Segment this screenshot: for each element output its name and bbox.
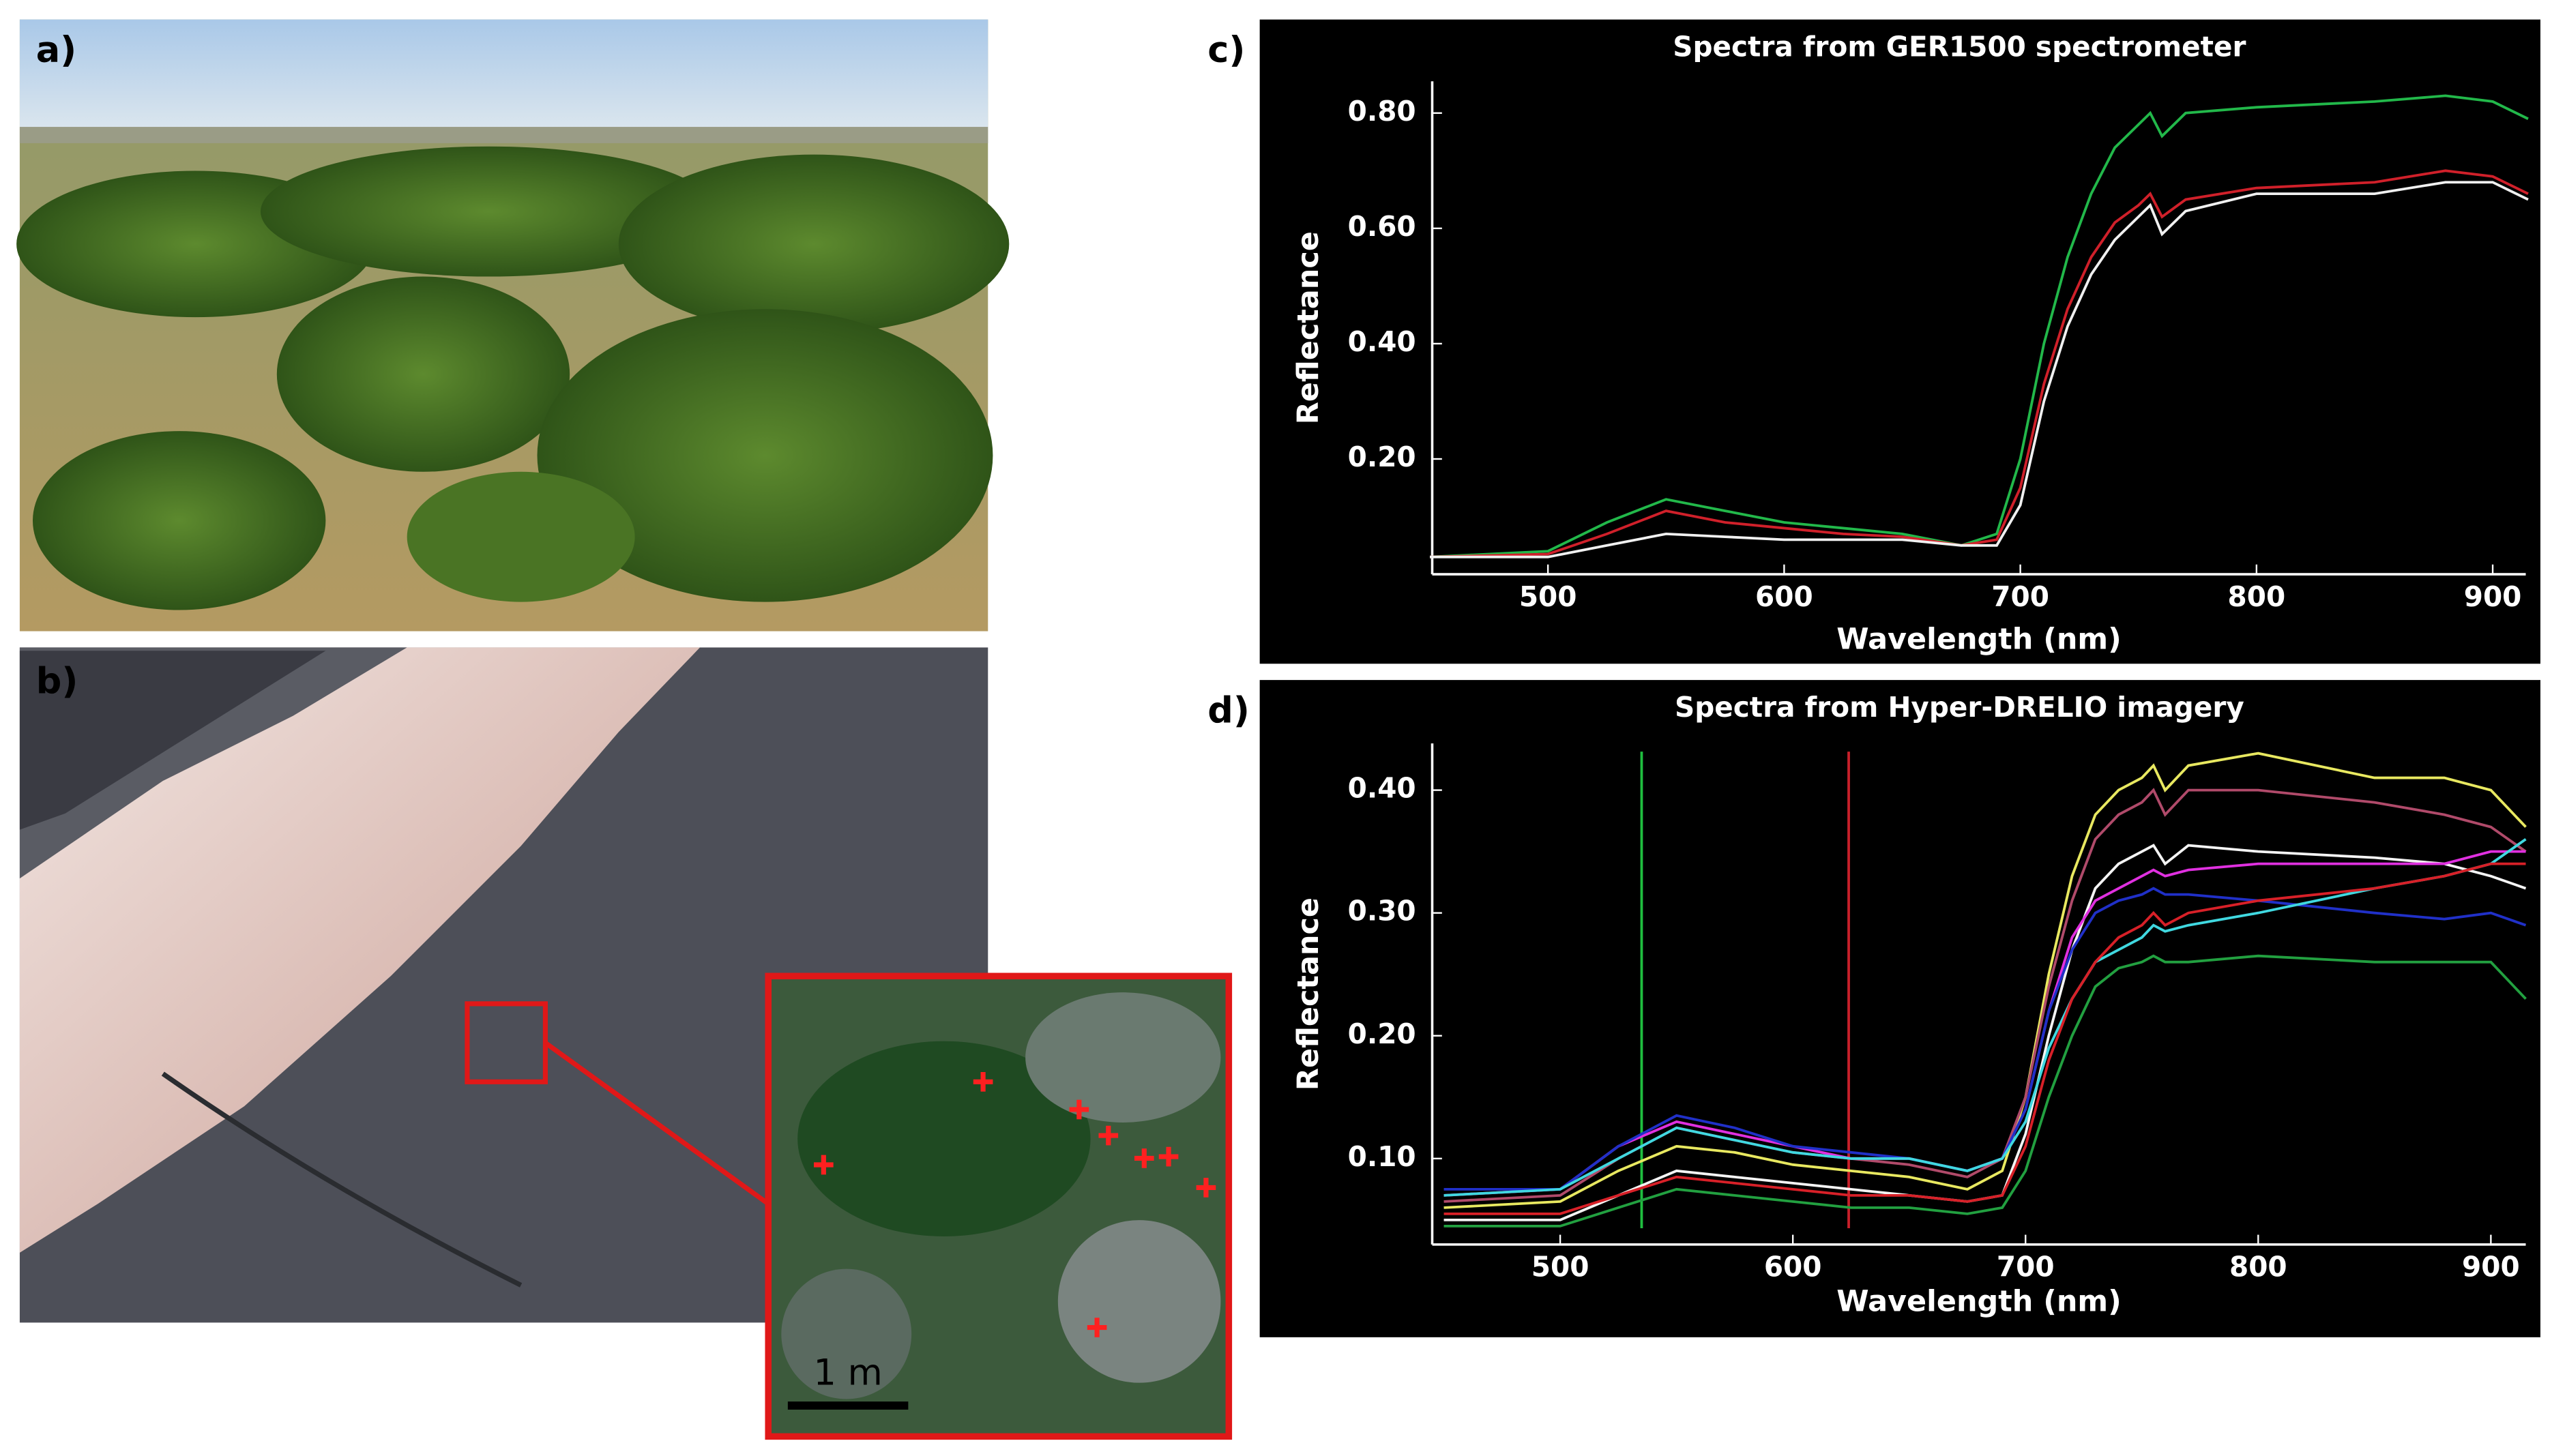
x-tick-label: 800 [2229,1251,2287,1283]
panel-label: c) [1207,29,1245,71]
x-tick-label: 600 [1764,1251,1822,1283]
spectrum-line [1443,887,2527,1191]
y-axis-label: Reflectance [1291,231,1325,424]
y-axis-label: Reflectance [1291,897,1325,1090]
x-tick-label: 900 [2462,1251,2520,1283]
photo-b [19,647,988,1323]
spectrum-line [1429,94,2529,559]
spectrum-line [1443,752,2527,1209]
panel-label: a) [36,29,76,71]
x-axis-label: Wavelength (nm) [1836,622,2122,656]
spectrum-line [1443,844,2527,1221]
chart-c-bg [1259,19,2541,664]
chart-d-bg [1259,680,2541,1337]
x-tick-label: 800 [2228,580,2286,613]
spectrum-line [1430,181,2529,559]
panel-label: d) [1207,689,1250,731]
inset [765,972,1233,1440]
x-tick-label: 900 [2464,580,2522,613]
sample-points [814,1072,1216,1337]
y-tick-label: 0.10 [1348,1140,1416,1173]
y-tick-label: 0.80 [1348,95,1416,128]
x-tick-label: 500 [1531,1251,1589,1283]
panel-label: b) [36,661,78,702]
y-tick-label: 0.40 [1348,325,1416,358]
y-tick-label: 0.20 [1348,441,1416,473]
y-tick-label: 0.60 [1348,210,1416,243]
zoom-connector [544,1041,770,1206]
spectrum-line [1430,169,2529,559]
x-axis-label: Wavelength (nm) [1836,1284,2122,1318]
chart-title: Spectra from GER1500 spectrometer [1673,31,2246,63]
spectrum-line [1443,954,2527,1228]
photo-a [16,19,1010,632]
y-tick-label: 0.20 [1348,1017,1416,1050]
x-tick-label: 700 [1997,1251,2055,1283]
x-tick-label: 500 [1519,580,1577,613]
spectrum-line [1443,850,2526,1197]
y-tick-label: 0.30 [1348,895,1416,927]
x-tick-label: 700 [1991,580,2049,613]
spectrum-line [1443,838,2527,1197]
x-tick-label: 600 [1755,580,1813,613]
spectrum-line [1443,862,2526,1215]
chart-title: Spectra from Hyper-DRELIO imagery [1675,691,2244,724]
y-tick-label: 0.40 [1348,772,1416,805]
scale-bar-label: 1 m [814,1352,883,1393]
